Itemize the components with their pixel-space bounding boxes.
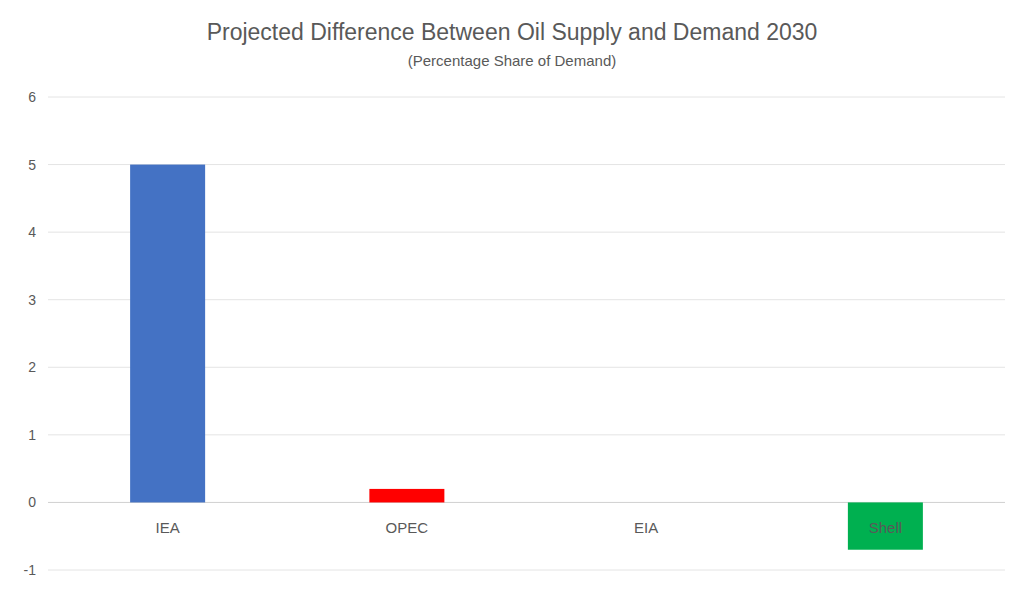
category-label: EIA xyxy=(634,519,658,536)
y-tick-label: 6 xyxy=(28,89,36,105)
bar xyxy=(848,502,923,549)
bar xyxy=(609,502,684,503)
y-tick-label: 2 xyxy=(28,359,36,375)
y-tick-label: 4 xyxy=(28,224,36,240)
category-label: IEA xyxy=(156,519,180,536)
y-tick-label: 5 xyxy=(28,157,36,173)
y-tick-label: 1 xyxy=(28,427,36,443)
category-label: Shell xyxy=(869,519,902,536)
grid-line xyxy=(48,570,1005,571)
bar xyxy=(369,489,444,503)
y-tick-label: 3 xyxy=(28,292,36,308)
bars xyxy=(130,165,923,550)
bar xyxy=(130,165,205,503)
grid xyxy=(48,97,1005,570)
y-tick-label: -1 xyxy=(24,562,37,578)
grid-line xyxy=(48,97,1005,98)
chart-container: Projected Difference Between Oil Supply … xyxy=(0,0,1024,591)
y-tick-label: 0 xyxy=(28,494,36,510)
title: Projected Difference Between Oil Supply … xyxy=(207,19,818,45)
chart-svg: Projected Difference Between Oil Supply … xyxy=(0,0,1024,591)
subtitle: (Percentage Share of Demand) xyxy=(408,52,616,69)
category-label: OPEC xyxy=(386,519,429,536)
